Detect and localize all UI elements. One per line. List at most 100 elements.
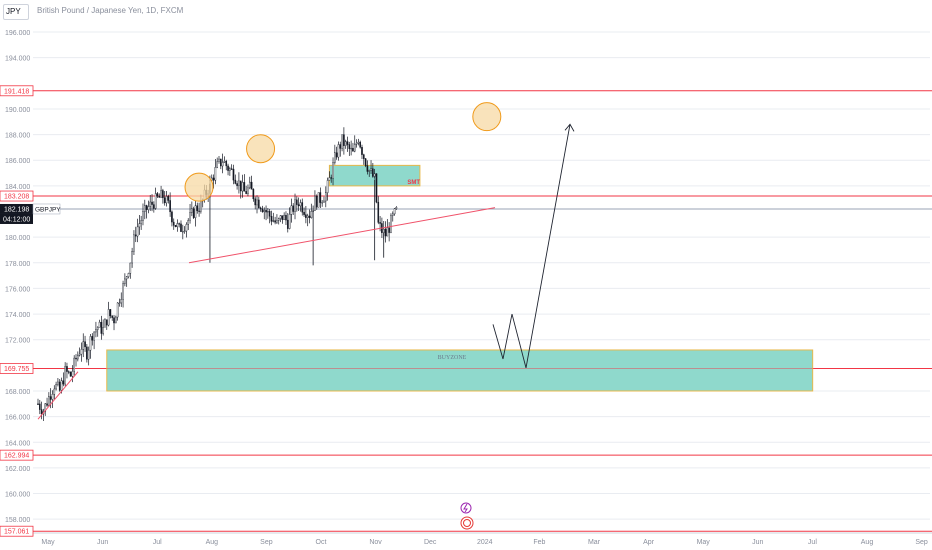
candle-body [95, 329, 97, 333]
candle-body [317, 192, 320, 208]
candle-body [245, 191, 247, 194]
candle-body [78, 353, 81, 356]
candle-body [169, 200, 171, 213]
countdown-label: 04:12:00 [3, 216, 30, 223]
candle-body [107, 309, 110, 326]
event-flag-inner [463, 519, 471, 527]
x-tick-label: 2024 [477, 539, 493, 546]
symbol-box[interactable]: JPY [3, 4, 29, 20]
candle-body [37, 403, 39, 405]
candle-body [87, 349, 90, 360]
candle-body [225, 160, 228, 167]
candle-body [341, 134, 343, 149]
candle-body [102, 326, 104, 334]
candle-body [216, 161, 218, 168]
candle-body [361, 147, 363, 155]
candle-body [163, 197, 166, 204]
candle-body [252, 189, 255, 200]
candle-body [241, 182, 244, 192]
candle-body [339, 144, 342, 149]
candle-body [366, 165, 369, 172]
candle-body [153, 204, 155, 209]
candle-body [44, 403, 47, 412]
lightning-glyph [463, 503, 468, 513]
candle-body [232, 168, 235, 181]
candle-body [73, 357, 75, 372]
y-tick-label: 196.000 [5, 30, 30, 37]
candle-body [86, 346, 88, 360]
candle-body [93, 331, 95, 341]
candle-body [274, 220, 276, 223]
candle-body [375, 173, 378, 203]
candle-body [194, 205, 197, 218]
candle-body [292, 205, 295, 212]
candle-body [330, 177, 333, 179]
candle-body [104, 319, 106, 328]
candle-body [346, 141, 349, 145]
candle-body [147, 206, 150, 210]
candle-body [165, 196, 168, 204]
candle-body [221, 162, 224, 167]
candle-body [395, 207, 398, 210]
y-tick-label: 158.000 [5, 517, 30, 524]
countdown-box [0, 213, 33, 224]
candle-body [46, 403, 48, 406]
candle-body [167, 196, 170, 201]
x-tick-label: Sep [915, 539, 928, 546]
candle-body [149, 201, 152, 207]
candle-body [125, 276, 128, 280]
trendline [188, 207, 496, 264]
candle-body [272, 220, 275, 222]
candle-body [281, 215, 284, 220]
price-label-box [0, 190, 34, 202]
candle-body [314, 195, 316, 211]
buy-zone [106, 349, 814, 392]
lightning-icon [460, 502, 472, 514]
candle-body [136, 226, 139, 237]
candle-body [160, 190, 162, 198]
y-tick-label: 194.000 [5, 56, 30, 63]
candle-body [328, 177, 331, 181]
candle-body [310, 211, 313, 218]
candle-body [91, 336, 94, 341]
candle-body [77, 355, 79, 360]
x-tick-label: Aug [206, 539, 219, 546]
candle-body [218, 158, 220, 162]
candle-body [321, 202, 323, 204]
candle-body [66, 366, 68, 372]
candle-body [335, 152, 338, 158]
candle-body [138, 223, 141, 228]
candle-body [350, 147, 352, 150]
trendline [37, 371, 79, 420]
candle-body [299, 202, 302, 207]
candle-body [285, 214, 287, 221]
candle-body [131, 251, 133, 264]
price-label-box [0, 525, 34, 537]
candle-body [98, 321, 101, 328]
candle-body [319, 192, 322, 203]
candle-body [223, 160, 226, 163]
y-tick-label: 184.000 [5, 184, 30, 191]
candle-body [343, 134, 345, 146]
candle-body [243, 182, 246, 192]
candle-body [183, 230, 186, 232]
candle-body [192, 208, 195, 218]
candle-body [315, 195, 318, 208]
candle-body [234, 179, 237, 184]
candle-body [248, 181, 251, 189]
x-tick-label: Nov [369, 539, 382, 546]
candle-body [82, 341, 85, 350]
price-label-box [0, 85, 34, 97]
projection-path [492, 124, 571, 369]
candle-body [337, 144, 340, 158]
candle-body [363, 154, 365, 159]
y-tick-label: 172.000 [5, 338, 30, 345]
candle-body [58, 381, 61, 391]
candle-body [373, 173, 376, 177]
candle-body [286, 219, 289, 229]
candle-body [277, 218, 280, 221]
chart-title: British Pound / Japanese Yen, 1D, FXCM [37, 6, 184, 15]
symbol-text: JPY [6, 7, 21, 16]
candle-body [111, 315, 114, 318]
